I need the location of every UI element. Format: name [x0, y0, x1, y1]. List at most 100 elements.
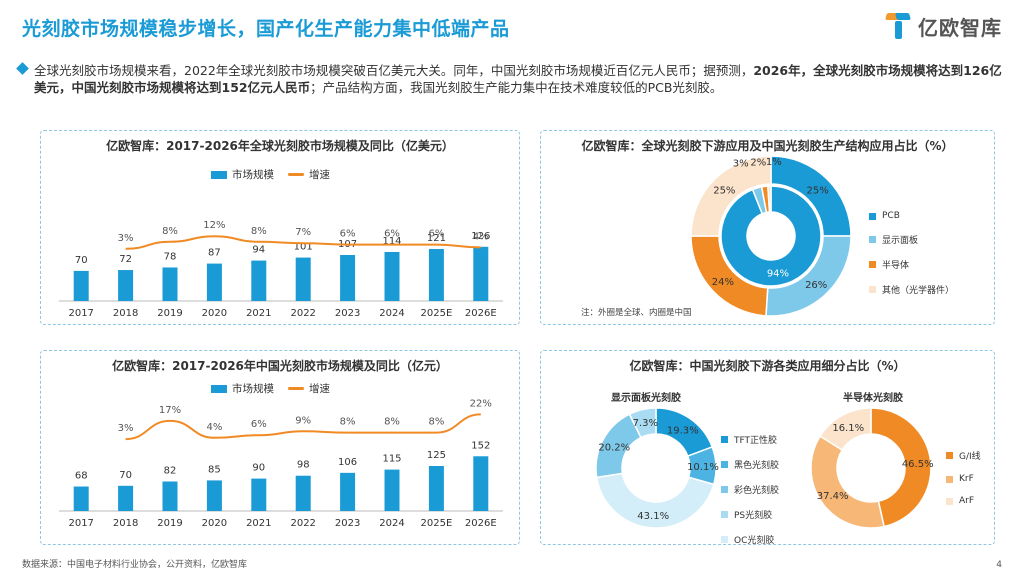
chart-title: 亿欧智库：全球光刻胶下游应用及中国光刻胶生产结构应用占比（%）: [581, 139, 954, 153]
legend-line-swatch: [288, 173, 304, 176]
growth-label: 4%: [206, 422, 222, 433]
growth-label: 8%: [384, 417, 400, 428]
bar-value-label: 152: [471, 440, 490, 451]
bar-value-label: 106: [338, 457, 357, 468]
legend-swatch: [946, 475, 953, 483]
bar: [162, 267, 178, 301]
bar: [340, 254, 356, 301]
bar: [73, 486, 89, 511]
growth-label: 22%: [470, 398, 492, 409]
donut-subtitle: 半导体光刻胶: [843, 393, 903, 404]
slice-value-label: 25%: [713, 185, 735, 196]
chart-title: 亿欧智库：2017-2026年全球光刻胶市场规模及同比（亿美元）: [106, 139, 454, 153]
legend-swatch: [721, 511, 728, 518]
x-tick-label: 2024: [379, 518, 404, 529]
legend-label: 市场规模: [232, 169, 274, 181]
x-tick-label: 2026E: [465, 518, 497, 529]
growth-label: 3%: [118, 423, 134, 434]
x-tick-label: 2022: [290, 518, 315, 529]
growth-label: 8%: [428, 417, 444, 428]
legend-label: KrF: [959, 474, 974, 484]
bar-value-label: 87: [208, 248, 221, 259]
donut-subtitle: 显示面板光刻胶: [611, 393, 681, 404]
slice-value-label: 94%: [767, 268, 789, 279]
legend-item: 黑色光刻胶: [721, 458, 779, 471]
slice-value-label: 26%: [805, 280, 827, 291]
slice-value-label: 1%: [766, 157, 782, 168]
x-tick-label: 2017: [68, 308, 93, 319]
bar: [384, 251, 400, 301]
growth-label: 8%: [251, 226, 267, 237]
x-tick-label: 2020: [202, 308, 227, 319]
bar-value-label: 70: [75, 255, 88, 266]
intro-text-1: 全球光刻胶市场规模来看，2022年全球光刻胶市场规模突破百亿美元大关。同年，中国…: [34, 63, 754, 78]
legend-swatch: [721, 536, 728, 543]
legend-item: G/I线: [946, 449, 981, 462]
bar-value-label: 78: [164, 251, 177, 262]
bar-value-label: 68: [75, 471, 88, 482]
x-tick-label: 2019: [157, 308, 182, 319]
legend-swatch: [721, 436, 728, 443]
legend-item: 显示面板: [869, 233, 954, 246]
legend-swatch: [721, 486, 728, 493]
growth-line: [125, 235, 481, 250]
slice-value-label: 43.1%: [637, 511, 669, 522]
slice-value-label: 3%: [733, 158, 749, 169]
legend-item: KrF: [946, 474, 981, 484]
donut-legend: PCB 显示面板 半导体 其他（光学器件）: [869, 211, 954, 308]
growth-label: 3%: [118, 233, 134, 244]
donut-slice: [690, 155, 772, 237]
slice-value-label: 19.3%: [667, 425, 699, 436]
legend-bar-swatch: [211, 384, 227, 393]
legend-swatch: [946, 497, 953, 505]
slice-value-label: 25%: [807, 185, 829, 196]
x-tick-label: 2019: [157, 518, 182, 529]
legend-item: PS光刻胶: [721, 508, 779, 521]
bar: [295, 257, 311, 301]
intro-text-bold: 2026年，全球光刻胶市场规模将达到126亿美元，中国光刻胶市场规模将达到152…: [34, 63, 1002, 95]
growth-label: 4%: [473, 231, 489, 242]
donut-slice: [628, 407, 657, 439]
bar-value-label: 121: [427, 233, 446, 244]
growth-label: 9%: [295, 415, 311, 426]
bar: [473, 456, 489, 511]
china-market-chart-panel: 亿欧智库：2017-2026年中国光刻胶市场规模及同比（亿元） 市场规模 增速 …: [40, 350, 520, 545]
bar: [340, 472, 356, 511]
legend-swatch: [869, 212, 876, 220]
legend-label: PCB: [882, 211, 900, 221]
legend-label: 增速: [309, 383, 330, 395]
growth-label: 6%: [384, 229, 400, 240]
bar: [251, 478, 267, 511]
donut-legend: TFT正性胶 黑色光刻胶 彩色光刻胶 PS光刻胶 OC光刻胶: [721, 433, 779, 558]
slice-value-label: 20.2%: [598, 442, 630, 453]
intro-paragraph: 全球光刻胶市场规模来看，2022年全球光刻胶市场规模突破百亿美元大关。同年，中国…: [16, 62, 1004, 96]
legend-item: 彩色光刻胶: [721, 483, 779, 496]
donut-slice: [595, 472, 715, 529]
legend-label: 市场规模: [232, 383, 274, 395]
downstream-donuts-panel: 亿欧智库：中国光刻胶下游各类应用细分占比（%） 显示面板光刻胶 半导体光刻胶 1…: [540, 350, 995, 546]
donut-slice: [819, 407, 872, 451]
bar-value-label: 72: [119, 254, 132, 265]
x-tick-label: 2022: [290, 308, 315, 319]
bar: [206, 480, 222, 511]
legend-item: TFT正性胶: [721, 433, 779, 446]
x-tick-label: 2025E: [421, 518, 453, 529]
slice-value-label: 10.1%: [687, 462, 719, 473]
bar: [428, 248, 444, 301]
bar: [295, 475, 311, 511]
chart-note: 注：外圈是全球、内圈是中国: [581, 308, 692, 318]
structure-donut-panel: 亿欧智库：全球光刻胶下游应用及中国光刻胶生产结构应用占比（%） 25% 26% 24…: [540, 130, 995, 325]
chart-title: 亿欧智库：2017-2026年中国光刻胶市场规模及同比（亿元）: [112, 359, 448, 373]
x-tick-label: 2021: [246, 518, 271, 529]
bar-value-label: 90: [252, 463, 265, 474]
legend-label: 显示面板: [882, 236, 919, 246]
bar-value-label: 101: [294, 242, 313, 253]
slice-value-label: 2%: [750, 157, 766, 168]
growth-label: 6%: [251, 419, 267, 430]
growth-label: 17%: [159, 405, 181, 416]
bar: [73, 270, 89, 301]
legend-label: 半导体: [882, 261, 910, 271]
growth-line: [125, 413, 481, 441]
legend-line-swatch: [288, 387, 304, 390]
global-market-chart: 70 2017 72 2018 3% 78 2019 8% 87 2020 12% 94 2021 8% 1…: [59, 220, 503, 319]
